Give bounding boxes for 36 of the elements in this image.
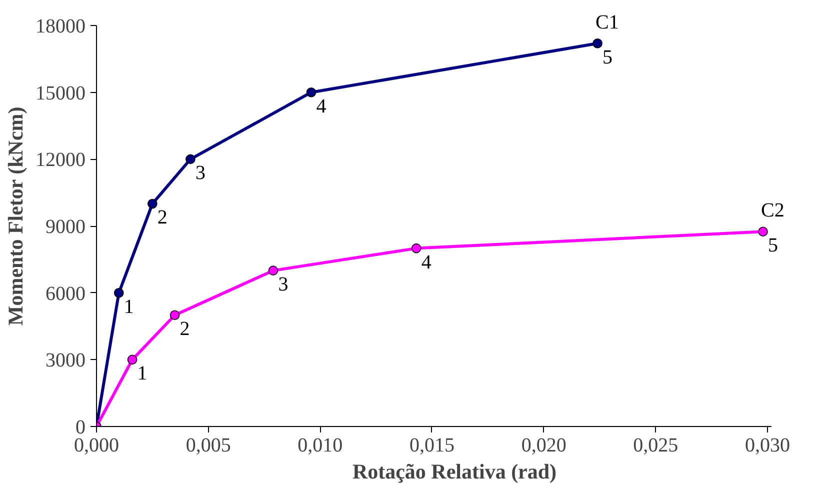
point: [306, 87, 316, 98]
point: [411, 243, 422, 254]
point: [170, 310, 180, 320]
y-tick-label: 9000: [46, 216, 86, 238]
annotation: 3: [278, 274, 288, 296]
annotation: 3: [195, 162, 206, 184]
x-tick-label: 0,010: [298, 434, 343, 456]
series-label: C1: [596, 11, 619, 34]
point: [148, 198, 158, 209]
annotation: 1: [137, 362, 148, 385]
series-label: C2: [761, 200, 784, 222]
y-tick-label: 12000: [36, 149, 86, 172]
point: [114, 288, 124, 298]
y-tick-label: 6000: [46, 282, 86, 305]
x-tick-label: 0,015: [410, 434, 454, 456]
point: [186, 154, 196, 164]
y-tick-label: 18000: [36, 16, 86, 38]
x-tick-label: 0,030: [745, 434, 790, 456]
annotation: 4: [316, 95, 326, 118]
point: [127, 354, 138, 365]
x-tick-label: 0,005: [186, 434, 231, 456]
annotation: 2: [157, 206, 168, 229]
x-tick-label: 0,025: [633, 434, 678, 456]
annotation: 5: [768, 234, 778, 257]
annotation: 1: [124, 296, 134, 318]
x-axis-title: Rotação Relativa (rad): [352, 460, 557, 484]
y-tick-label: 15000: [36, 82, 86, 104]
y-tick-label: 3000: [46, 350, 86, 372]
x-tick-label: 0,020: [521, 434, 566, 456]
annotation: 5: [602, 46, 613, 68]
annotation: 2: [180, 318, 190, 340]
y-axis-title: Momento Fletor (kNcm): [4, 106, 28, 326]
point: [268, 266, 278, 276]
point: [592, 38, 602, 48]
point: [758, 226, 768, 236]
annotation: 4: [421, 251, 432, 274]
